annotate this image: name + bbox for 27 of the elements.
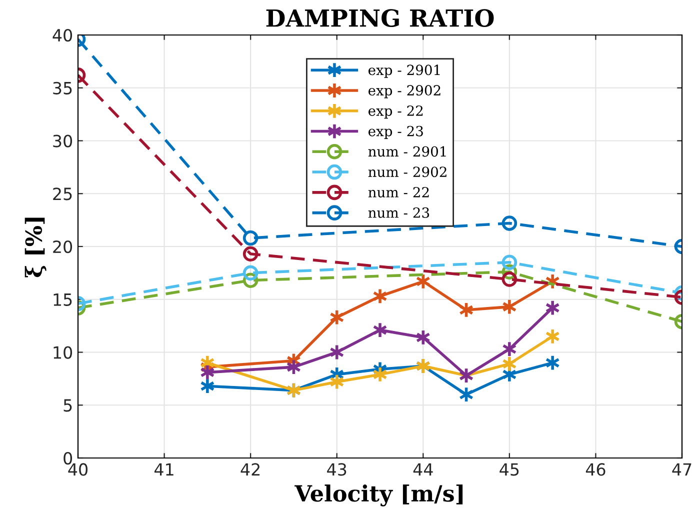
y-tick-label: 35 [53, 82, 72, 94]
legend-label: num - 22 [368, 186, 429, 198]
legend-label: exp - 22 [368, 105, 423, 119]
y-tick-label: 5 [64, 399, 72, 412]
x-tick-label: 47 [672, 463, 692, 476]
y-axis-title: ξ [%] [24, 218, 46, 278]
y-tick-label: 30 [53, 134, 72, 148]
legend-label: num - 2902 [368, 166, 446, 178]
x-tick-label: 42 [240, 463, 260, 476]
x-axis-title: Velocity [m/s] [294, 484, 463, 506]
chart-title: DAMPING RATIO [266, 9, 494, 27]
y-tick-label: 10 [54, 346, 72, 359]
legend-label: exp - 23 [368, 126, 423, 140]
legend-label: exp - 2901 [368, 64, 440, 78]
x-tick-label: 41 [154, 463, 174, 476]
y-tick-label: 20 [53, 240, 72, 254]
y-tick-label: 15 [54, 294, 72, 306]
legend-label: num - 23 [368, 207, 430, 218]
x-tick-label: 45 [500, 463, 519, 476]
legend-label: exp - 2902 [368, 85, 440, 98]
x-tick-label: 46 [586, 463, 606, 476]
legend-label: num - 2901 [368, 146, 446, 157]
y-tick-label: 25 [53, 188, 72, 200]
y-tick-label: 0 [64, 452, 72, 465]
y-tick-label: 40 [52, 28, 72, 42]
x-tick-label: 44 [413, 463, 433, 476]
x-tick-label: 43 [327, 463, 346, 476]
